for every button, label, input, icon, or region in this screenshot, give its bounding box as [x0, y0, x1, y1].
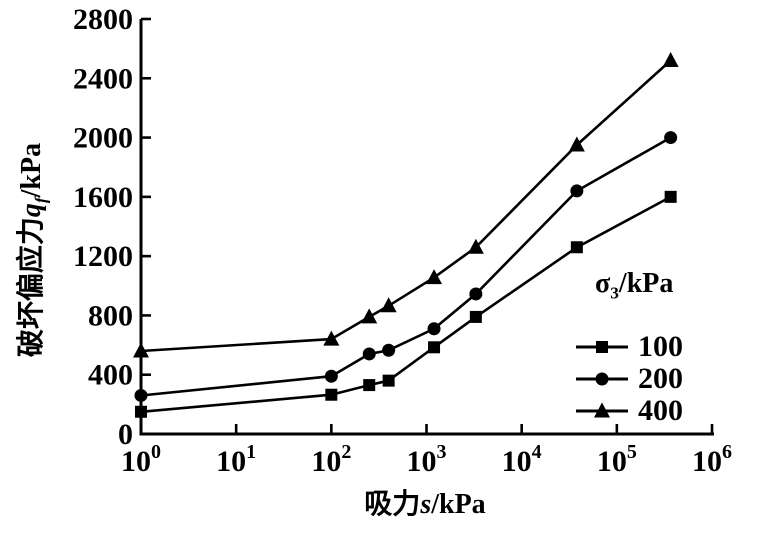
legend-entry-100: 100: [576, 329, 758, 363]
series-200-marker: [664, 131, 678, 145]
legend-title-symbol: σ: [595, 268, 611, 299]
y-axis-title-sub: f: [31, 197, 51, 204]
legend-marker-circle-icon: [576, 372, 628, 386]
y-tick-label: 2400: [73, 62, 133, 95]
axes-line: [139, 19, 714, 436]
legend-label-400: 400: [638, 393, 683, 427]
legend-title-unit: /kPa: [618, 268, 674, 299]
x-tick-label: 102: [311, 441, 351, 478]
x-tick-label: 101: [216, 441, 256, 478]
series-100-marker: [469, 310, 482, 323]
series-100-marker: [664, 190, 677, 203]
legend-title-sub: 3: [610, 283, 619, 303]
series-100-marker: [428, 341, 441, 354]
series-100-marker: [363, 379, 376, 392]
series-400-line: [140, 59, 672, 353]
series-200-marker: [362, 347, 376, 361]
legend-marker-square-icon: [576, 340, 628, 353]
x-axis-title: 吸力s/kPa: [330, 482, 520, 522]
series-400-marker: [323, 330, 340, 346]
legend-label-100: 100: [638, 329, 683, 363]
y-tick-label: 1200: [73, 240, 133, 273]
x-tick-label: 105: [597, 441, 637, 478]
series-200-marker: [570, 184, 584, 198]
y-axis-title-unit: /kPa: [16, 142, 47, 198]
series-200-marker: [427, 322, 441, 336]
series-100-line: [140, 195, 672, 414]
series-200-marker: [324, 369, 338, 383]
x-axis-title-unit: /kPa: [431, 489, 486, 520]
series-100-marker: [570, 241, 583, 254]
legend: σ3/kPa 100 200 400: [576, 268, 758, 427]
legend-title: σ3/kPa: [595, 268, 758, 310]
series-200-marker: [134, 388, 148, 402]
x-tick-label: 104: [502, 441, 542, 478]
y-axis-title: 破坏偏应力qf/kPa: [9, 85, 51, 415]
y-tick-label: 2000: [73, 122, 133, 155]
legend-marker-triangle-icon: [576, 402, 628, 418]
series-200-marker: [382, 343, 396, 357]
x-axis-title-var: s: [420, 489, 432, 520]
series-400-marker: [426, 269, 443, 285]
y-tick-label: 1600: [73, 181, 133, 214]
series-100-marker: [135, 405, 147, 418]
series-200-marker: [469, 287, 483, 301]
series-100-marker: [382, 374, 395, 387]
series-100-marker: [325, 388, 338, 401]
y-tick-label: 2800: [73, 3, 133, 36]
series-400-marker: [662, 52, 679, 67]
legend-entry-200: 200: [576, 361, 758, 395]
x-tick-label: 100: [121, 441, 161, 478]
y-tick-label: 800: [88, 299, 133, 332]
y-tick-label: 0: [118, 418, 133, 451]
x-tick-label: 106: [692, 441, 732, 478]
x-tick-label: 103: [407, 441, 447, 478]
series-200-line: [140, 136, 672, 397]
legend-label-200: 200: [638, 361, 683, 395]
series-400-marker: [361, 308, 378, 324]
x-axis-title-cn: 吸力: [364, 489, 421, 520]
y-axis-title-cn: 破坏偏应力: [16, 217, 47, 358]
legend-entry-400: 400: [576, 393, 758, 427]
y-tick-label: 400: [88, 359, 133, 392]
series-400-marker: [467, 238, 484, 254]
series-400-marker: [568, 136, 585, 152]
series-400-marker: [133, 342, 149, 358]
y-axis-title-var: q: [16, 203, 47, 218]
series-400-marker: [380, 297, 397, 313]
